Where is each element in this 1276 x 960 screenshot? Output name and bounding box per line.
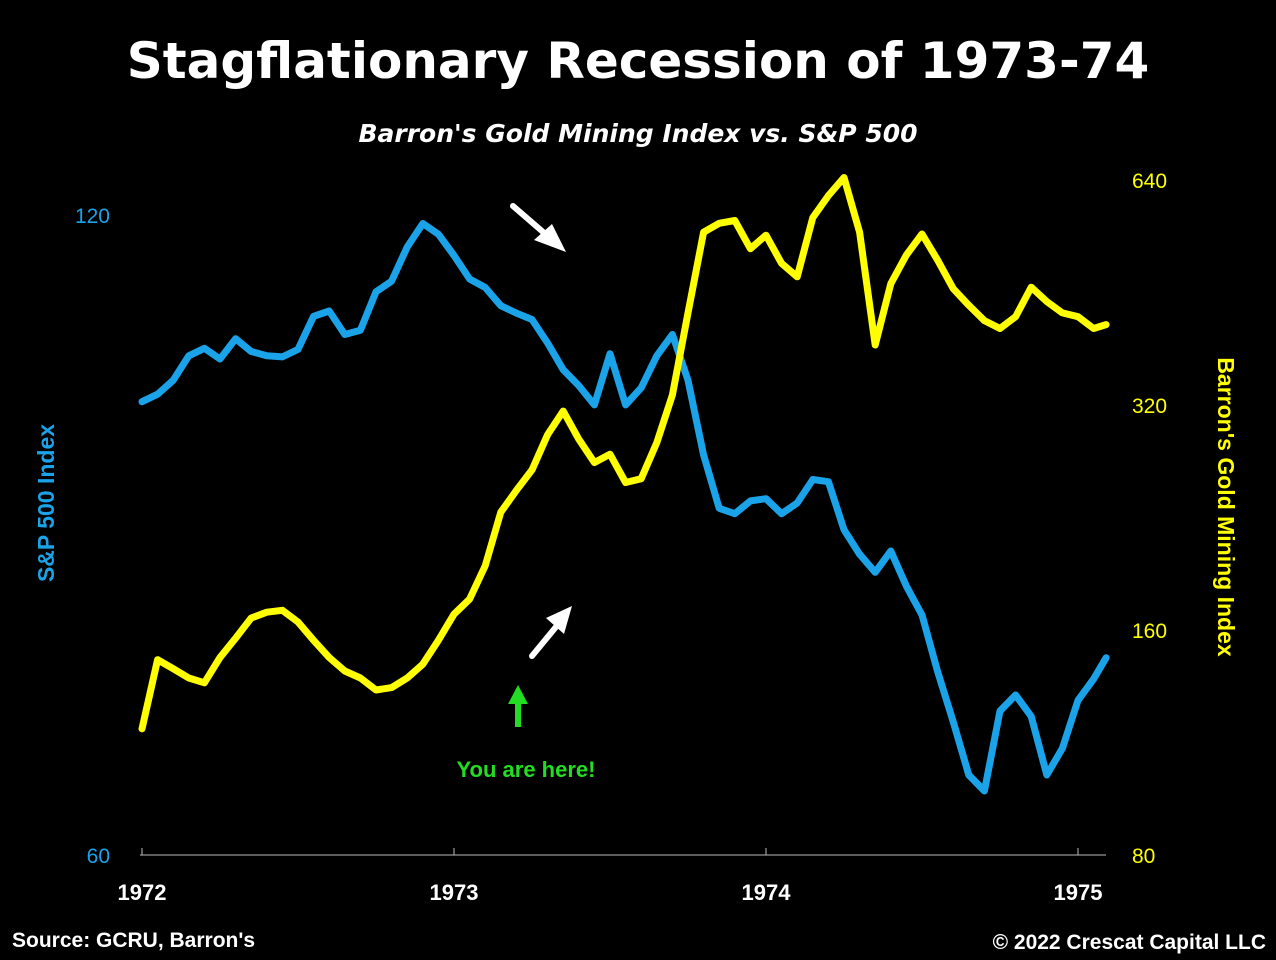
sp500-series-line [138, 220, 1110, 795]
chart-title: Stagflationary Recession of 1973-74 [127, 32, 1150, 90]
left-tick-label: 60 [87, 845, 110, 868]
right-axis-label: Barron's Gold Mining Index [1213, 357, 1239, 657]
left-tick-label: 120 [75, 205, 110, 228]
green-up-arrow-icon [508, 685, 528, 727]
down-arrow-icon [510, 203, 566, 252]
x-tick-label: 1972 [118, 880, 167, 905]
x-tick-label: 1974 [742, 880, 792, 905]
copyright-label: © 2022 Crescat Capital LLC [993, 931, 1266, 954]
right-tick-label: 320 [1132, 395, 1167, 418]
up-arrow-icon [529, 606, 572, 659]
right-tick-label: 160 [1132, 620, 1167, 643]
source-label: Source: GCRU, Barron's [12, 929, 255, 952]
x-tick-label: 1975 [1054, 880, 1103, 905]
gold-series-line [138, 174, 1110, 733]
right-tick-label: 640 [1132, 170, 1167, 193]
right-tick-label: 80 [1132, 845, 1155, 868]
x-tick-label: 1973 [430, 880, 479, 905]
left-axis-label: S&P 500 Index [33, 424, 59, 582]
annotation-label: You are here! [457, 757, 596, 782]
chart-subtitle: Barron's Gold Mining Index vs. S&P 500 [358, 119, 917, 148]
